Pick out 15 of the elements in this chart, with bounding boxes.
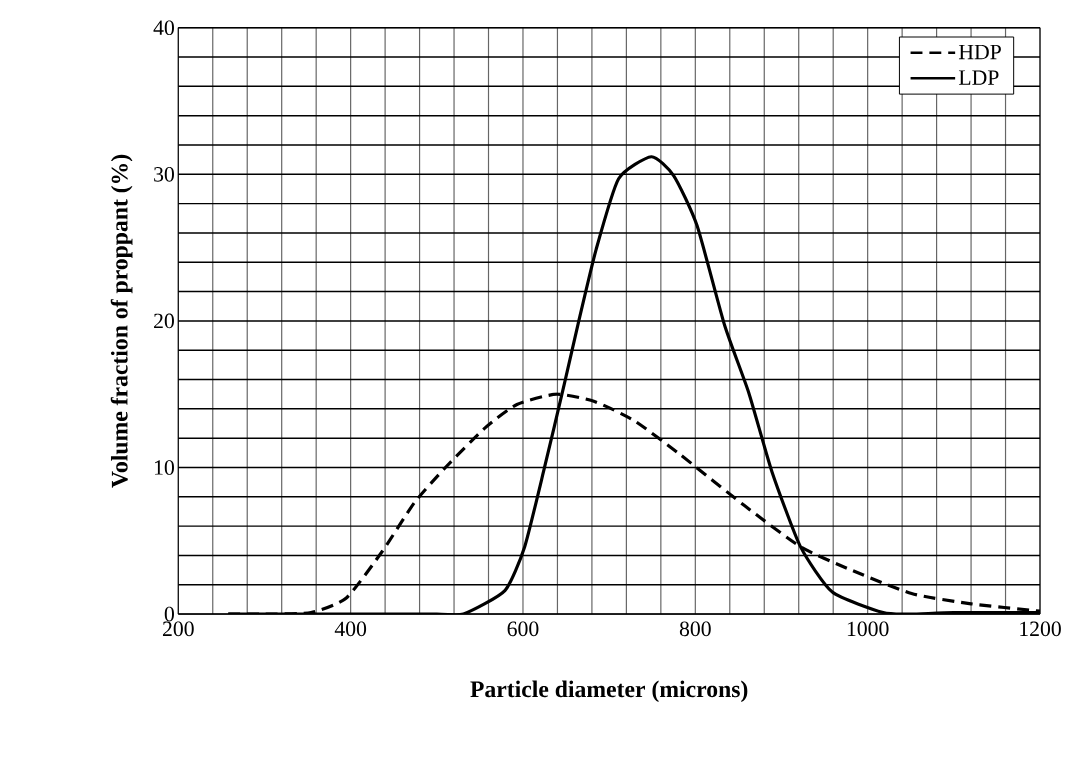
x-tick-label: 1000	[847, 621, 889, 637]
x-tick-label: 800	[679, 621, 711, 637]
x-axis-title: Particle diameter (microns)	[470, 680, 748, 703]
x-tick-label: 600	[507, 621, 539, 637]
x-tick-label: 400	[334, 621, 367, 637]
y-tick-label: 20	[154, 313, 174, 329]
y-tick-label: 0	[164, 606, 174, 622]
x-tick-label: 200	[162, 621, 194, 637]
x-tick-label: 1200	[1020, 621, 1061, 637]
legend-label: LDP	[958, 70, 999, 85]
y-axis-title: Volume fraction of proppant (%)	[110, 155, 133, 488]
y-tick-label: 10	[155, 460, 174, 475]
y-tick-label: 40	[153, 20, 174, 36]
y-tick-label: 30	[154, 167, 174, 182]
legend-label: HDP	[958, 45, 1001, 60]
